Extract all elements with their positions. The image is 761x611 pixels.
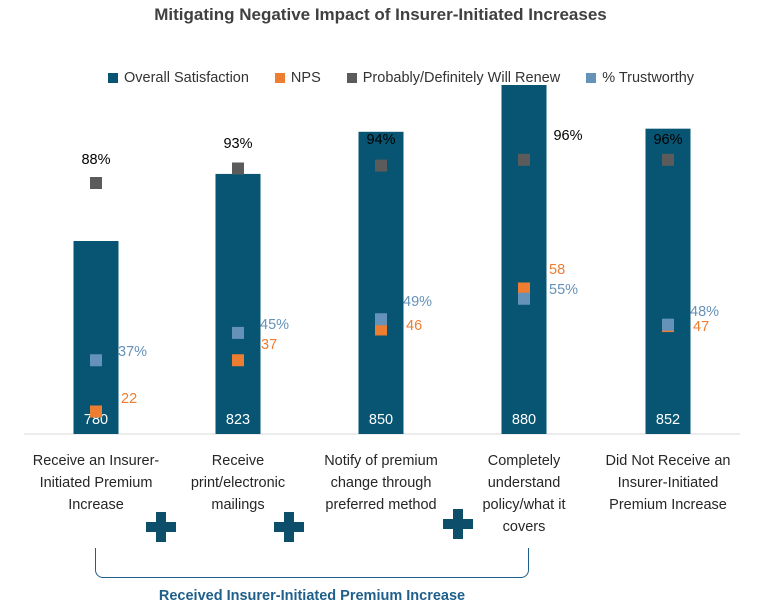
legend-swatch-trustworthy [586,73,597,83]
group-label: Received Insurer-Initiated Premium Incre… [158,588,466,604]
legend-swatch-nps [274,73,285,83]
category-label-line: Insurer-Initiated [617,475,719,491]
nps-label: 47 [693,319,709,335]
marker-nps [518,282,530,295]
marker-nps [90,405,102,418]
category-label-line: Initiated Premium [39,475,153,491]
nps-label: 22 [121,391,137,407]
nps-label: 37 [261,337,277,353]
category-label-line: Notify of premium [324,453,438,469]
will-renew-label: 88% [81,152,110,168]
marker-trustworthy [90,354,102,367]
chart-title: Mitigating Negative Impact of Insurer-In… [154,5,607,24]
legend-item-will-renew: Probably/Definitely Will Renew [346,70,561,86]
trustworthy-label: 55% [549,282,578,298]
bar-overall-satisfaction [358,131,404,435]
category-label-line: Did Not Receive an [605,453,731,469]
marker-trustworthy [518,292,530,305]
nps-label: 46 [406,318,422,334]
legend-label-overall-satisfaction: Overall Satisfaction [124,70,249,86]
trustworthy-label: 49% [403,294,432,310]
bar-value-label: 823 [226,412,250,428]
bar-value-label: 780 [84,412,108,428]
marker-will-renew [90,177,102,189]
legend-label-nps: NPS [290,70,321,86]
category-label-line: Completely [487,453,561,469]
category-label-line: policy/what it [482,497,566,513]
category-label: Notify of premium change through preferred… [306,450,456,516]
legend-swatch-overall-satisfaction [108,73,118,83]
marker-will-renew [375,159,387,172]
nps-label: 58 [549,262,565,278]
trustworthy-label: 37% [118,344,147,360]
marker-trustworthy [662,318,674,331]
marker-trustworthy [375,313,387,326]
legend-item-nps: NPS [274,70,321,86]
marker-nps [232,354,244,367]
category-label-line: print/electronic [190,475,286,491]
category-label-line: understand [487,475,561,491]
legend-item-trustworthy: % Trustworthy [586,70,694,86]
bar-value-label: 850 [369,412,393,428]
category-label: Receive an Insurer- Initiated Premium Incr… [21,450,171,516]
will-renew-label: 96% [553,128,582,144]
will-renew-label: 96% [653,132,682,148]
category-label: Completely understand policy/what it covers [449,450,599,538]
legend-label-will-renew: Probably/Definitely Will Renew [362,70,561,86]
trustworthy-label: 48% [690,304,719,320]
bar-overall-satisfaction [73,241,119,434]
marker-will-renew [232,162,244,175]
category-label-line: Premium Increase [609,497,727,513]
plus-icon [274,512,304,542]
group-bracket [95,548,529,578]
trustworthy-label: 45% [260,317,289,333]
category-label-line: Increase [68,497,124,513]
bar-value-label: 880 [512,412,536,428]
marker-nps [375,323,387,336]
bar-overall-satisfaction [501,85,547,434]
marker-will-renew [662,153,674,166]
category-label: Receive print/electronic mailings [163,450,313,516]
marker-trustworthy [232,326,244,339]
legend: Overall Satisfaction NPS Probably/Defini… [108,70,720,86]
legend-label-trustworthy: % Trustworthy [602,70,695,86]
bar-overall-satisfaction [645,128,691,434]
bar-overall-satisfaction [215,173,261,435]
plus-icon [146,512,176,542]
category-label-line: covers [502,519,546,535]
category-label-line: Receive [211,453,265,469]
category-label-line: change through [330,475,432,491]
legend-swatch-will-renew [346,73,357,83]
category-label-line: preferred method [325,497,437,513]
category-label-line: Receive an Insurer- [32,453,160,469]
marker-will-renew [518,153,530,166]
category-label: Did Not Receive an Insurer-Initiated Premi… [593,450,743,516]
plus-icon [443,509,473,539]
legend-item-overall-satisfaction: Overall Satisfaction [108,70,249,86]
will-renew-label: 93% [223,136,252,152]
will-renew-label: 94% [366,132,395,148]
category-label-line: mailings [211,497,265,513]
bar-value-label: 852 [656,412,680,428]
